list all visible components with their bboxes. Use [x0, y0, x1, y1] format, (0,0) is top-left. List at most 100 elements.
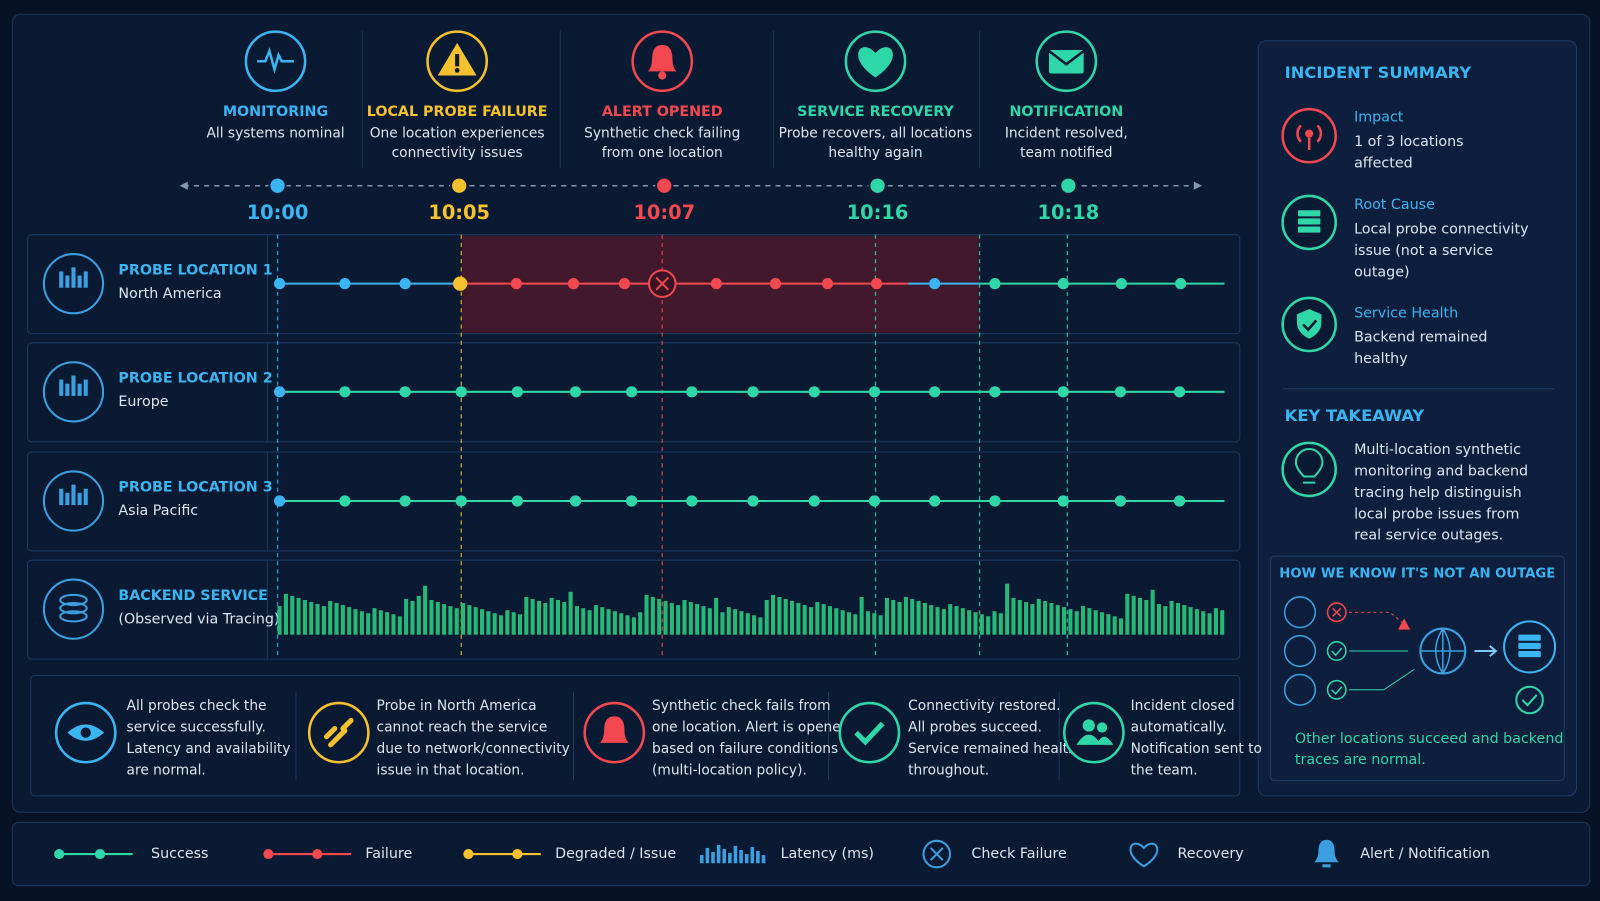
latency-bar	[524, 596, 529, 635]
latency-bar	[777, 596, 782, 635]
stage-time: 10:07	[633, 201, 695, 224]
note-text: All probes succeed.	[908, 720, 1042, 736]
latency-bar	[733, 609, 738, 635]
probe-dot	[1173, 386, 1186, 398]
summary-item-title: Service Health	[1354, 305, 1458, 321]
latency-bar	[701, 606, 706, 635]
latency-bar	[764, 599, 769, 635]
probe-dot	[929, 278, 941, 290]
latency-bar	[960, 608, 965, 635]
legend-bar	[761, 855, 766, 864]
probe-dot	[989, 278, 1001, 290]
latency-bar	[505, 610, 510, 635]
legend-panel	[11, 821, 1591, 887]
summary-item-text: Local probe connectivity	[1354, 222, 1529, 238]
latency-bar	[941, 609, 946, 635]
note-text: Latency and availability	[127, 741, 291, 757]
probe-dot	[1114, 386, 1127, 398]
latency-bar	[574, 606, 579, 635]
stage-description: connectivity issues	[392, 145, 523, 161]
latency-bar	[1188, 607, 1193, 635]
latency-bar	[1175, 603, 1180, 635]
probe-dot	[929, 495, 941, 507]
latency-bar	[543, 603, 548, 635]
latency-bar	[315, 604, 320, 635]
latency-bar	[625, 615, 630, 635]
latency-bar	[967, 610, 972, 635]
latency-bar	[1068, 609, 1073, 635]
latency-bar	[1099, 612, 1105, 635]
note-text: Probe in North America	[377, 698, 537, 714]
probe-dot	[399, 495, 411, 507]
latency-bar	[1017, 599, 1022, 635]
building-glyph	[65, 492, 70, 506]
legend-bar	[700, 855, 704, 864]
note-text: one location. Alert is opened	[652, 720, 849, 736]
latency-bar	[1150, 589, 1155, 635]
latency-bar	[593, 605, 598, 635]
legend-bar	[744, 854, 749, 864]
legend-label: Failure	[365, 846, 412, 862]
outage-text: Other locations succeed and backend	[1295, 731, 1564, 747]
probe-dot	[710, 278, 722, 290]
latency-bar	[378, 610, 383, 635]
takeaway-text: tracing help distinguish	[1354, 485, 1522, 501]
latency-bar	[1163, 606, 1168, 635]
lane	[27, 451, 1241, 552]
note-text: Service remained healthy	[908, 741, 1085, 757]
database-glyph	[59, 610, 88, 623]
mini-warn	[1397, 618, 1411, 630]
latency-bar	[714, 597, 719, 635]
latency-bar	[498, 615, 504, 635]
legend-bar	[728, 853, 732, 864]
stage-description: from one location	[602, 145, 723, 161]
latency-bar	[790, 601, 795, 635]
latency-bar	[771, 594, 776, 635]
stage-description: One location experiences	[370, 126, 545, 142]
latency-bar	[1220, 610, 1225, 635]
legend-bar	[739, 849, 743, 864]
legend-bell	[1314, 839, 1339, 868]
latency-bar	[1213, 608, 1218, 635]
takeaway-text: real service outages.	[1354, 528, 1503, 544]
latency-bar	[461, 603, 466, 635]
legend-dot	[54, 848, 65, 860]
bell-glyph	[647, 44, 677, 72]
latency-bar	[929, 605, 934, 635]
probe-dot	[808, 495, 820, 507]
latency-bar	[404, 598, 409, 635]
latency-bar	[954, 606, 959, 635]
stage-title: NOTIFICATION	[1009, 104, 1123, 120]
note-icon	[1063, 701, 1125, 764]
probe-dot	[273, 386, 286, 398]
latency-bar	[1182, 605, 1187, 635]
stage-description: Synthetic check failing	[584, 126, 740, 142]
server-glyph	[1297, 218, 1321, 225]
probe-dot	[339, 278, 351, 290]
latency-bar	[1087, 608, 1092, 635]
latency-bar	[290, 595, 295, 635]
latency-bar	[802, 605, 807, 635]
mini-arrow	[1474, 645, 1498, 657]
note-text: throughout.	[908, 762, 989, 778]
probe-dot	[626, 386, 638, 398]
latency-bar	[473, 607, 478, 635]
latency-bar	[1106, 614, 1111, 635]
latency-bar	[739, 611, 744, 635]
lane	[27, 234, 1241, 335]
latency-bar	[587, 610, 592, 635]
note-text: the team.	[1131, 762, 1198, 778]
latency-bar	[663, 601, 668, 635]
people-body	[1076, 734, 1114, 745]
lane	[27, 559, 1241, 660]
latency-bar	[878, 615, 883, 635]
latency-bar	[1055, 605, 1060, 635]
latency-bar	[1131, 595, 1136, 635]
building-glyph	[65, 275, 70, 288]
antenna-waves	[1296, 124, 1323, 150]
mini-ok-links	[1348, 650, 1415, 691]
probe-dot	[747, 386, 759, 398]
stage-description: All systems nominal	[206, 126, 344, 142]
latency-bar	[353, 609, 358, 635]
legend-dot	[463, 848, 474, 860]
